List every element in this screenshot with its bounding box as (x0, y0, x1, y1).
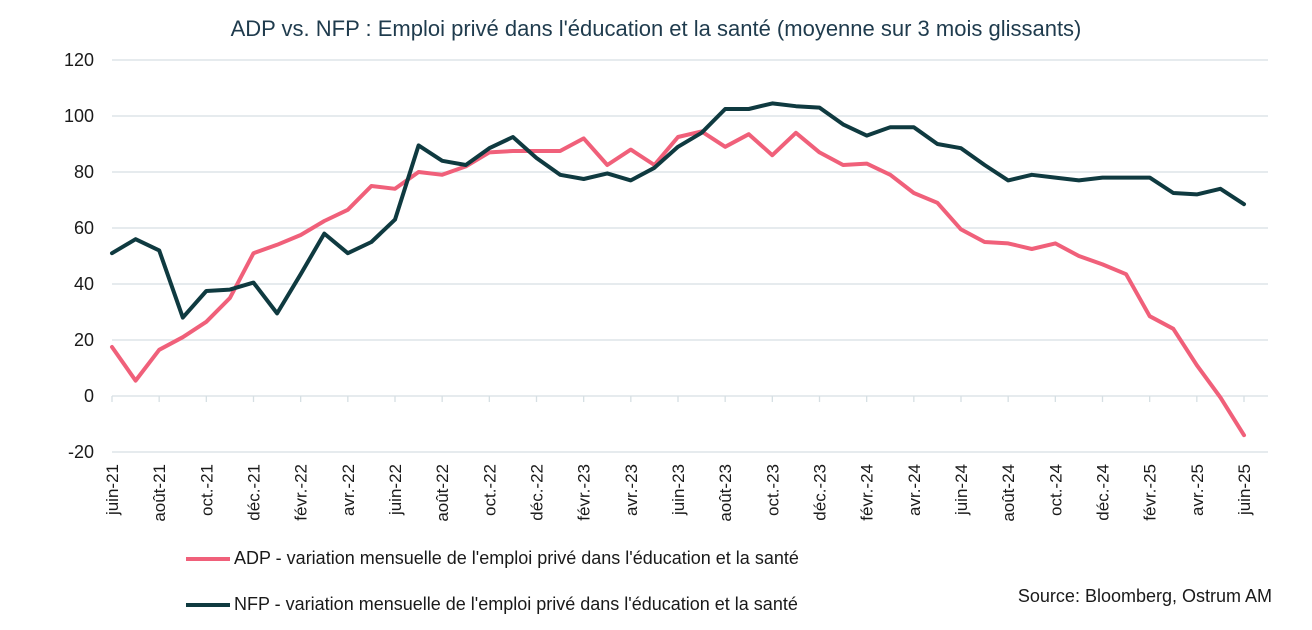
x-tick-label: déc.-23 (811, 464, 830, 521)
x-tick-label: juin-25 (1235, 464, 1254, 516)
x-tick-label: juin-21 (103, 464, 122, 516)
x-tick-label: déc.-22 (528, 464, 547, 521)
y-tick-label: 120 (64, 50, 94, 70)
legend-label-adp: ADP - variation mensuelle de l'emploi pr… (234, 548, 799, 568)
y-tick-label: 40 (74, 274, 94, 294)
y-tick-label: 60 (74, 218, 94, 238)
x-tick-label: août-23 (716, 464, 735, 522)
x-tick-label: déc.-24 (1094, 464, 1113, 521)
x-tick-label: juin-22 (386, 464, 405, 516)
y-tick-label: 100 (64, 106, 94, 126)
x-tick-label: déc.-21 (245, 464, 264, 521)
x-tick-label: avr.-24 (905, 464, 924, 516)
legend-item-adp: ADP - variation mensuelle de l'emploi pr… (186, 548, 799, 569)
x-tick-label: août-21 (150, 464, 169, 522)
y-tick-label: 0 (84, 386, 94, 406)
x-tick-label: juin-23 (669, 464, 688, 516)
chart-title: ADP vs. NFP : Emploi privé dans l'éducat… (230, 16, 1082, 41)
series-line-adp (110, 129, 1246, 438)
x-tick-label: juin-24 (952, 464, 971, 516)
x-tick-label: oct.-23 (763, 464, 782, 516)
x-tick-label: oct.-21 (197, 464, 216, 516)
x-tick-label: févr.-23 (575, 464, 594, 521)
y-tick-label: 80 (74, 162, 94, 182)
legend-swatch-adp (186, 556, 230, 561)
x-tick-label: août-22 (433, 464, 452, 522)
y-tick-label: -20 (68, 442, 94, 462)
x-tick-label: févr.-24 (858, 464, 877, 521)
x-tick-label: août-24 (999, 464, 1018, 522)
x-tick-label: févr.-22 (292, 464, 311, 521)
legend-label-nfp: NFP - variation mensuelle de l'emploi pr… (234, 594, 798, 614)
legend-swatch-nfp (186, 602, 230, 607)
legend-item-nfp: NFP - variation mensuelle de l'emploi pr… (186, 594, 798, 615)
x-tick-label: oct.-24 (1046, 464, 1065, 516)
x-tick-label: avr.-22 (339, 464, 358, 516)
y-tick-label: 20 (74, 330, 94, 350)
x-tick-label: févr.-25 (1141, 464, 1160, 521)
series-line-nfp (110, 101, 1246, 320)
x-tick-label: avr.-25 (1188, 464, 1207, 516)
x-tick-label: oct.-22 (480, 464, 499, 516)
x-tick-label: avr.-23 (622, 464, 641, 516)
source-note: Source: Bloomberg, Ostrum AM (1017, 586, 1272, 606)
